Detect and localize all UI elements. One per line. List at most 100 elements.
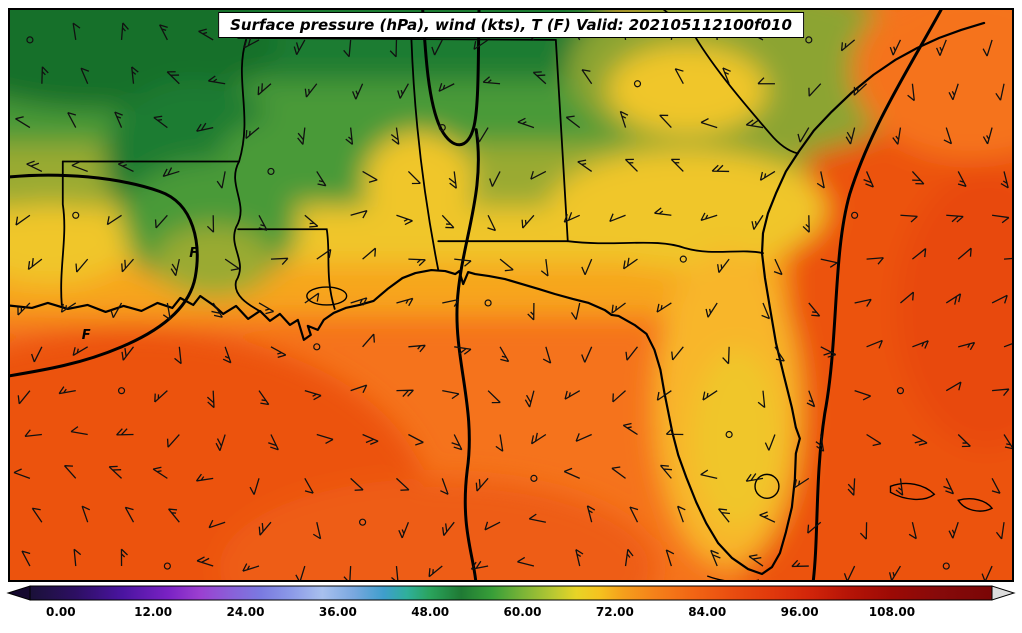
wind-barb <box>751 214 764 230</box>
colorbar-tick-label: 60.00 <box>503 605 542 619</box>
wind-barb <box>249 478 260 495</box>
wind-barb <box>900 291 915 304</box>
wind-barb <box>943 478 955 495</box>
wind-barb <box>946 214 964 223</box>
wind-barb <box>900 214 918 223</box>
wind-barb <box>476 127 489 143</box>
wind-barb <box>110 302 123 319</box>
wind-barb <box>80 67 90 84</box>
wind-barb <box>527 302 535 321</box>
wind-barb <box>108 465 122 479</box>
wind-barb <box>611 302 626 314</box>
wind-barb <box>196 556 214 567</box>
wind-barb <box>487 214 497 232</box>
wind-barb <box>656 390 672 401</box>
station-circle <box>805 36 813 44</box>
wind-barb <box>208 75 226 85</box>
wind-barb <box>268 434 279 451</box>
wind-barb <box>222 346 232 364</box>
wind-barb <box>866 257 884 265</box>
wind-barb <box>700 117 718 129</box>
wind-barb <box>297 127 306 145</box>
wind-barb <box>575 549 584 567</box>
wind-barb <box>892 127 902 145</box>
wind-barb <box>612 390 626 403</box>
wind-barb <box>982 39 993 57</box>
wind-barb <box>216 171 226 189</box>
wind-barb <box>995 83 1005 101</box>
wind-barb <box>982 127 993 145</box>
wind-barb <box>362 333 375 348</box>
station-circle <box>851 211 859 219</box>
geography <box>10 10 994 580</box>
wind-barb <box>362 433 379 445</box>
wind-barb <box>586 505 596 523</box>
colorbar-ticks: 0.00 12.00 24.00 36.00 48.00 60.00 72.00 84.00 9… <box>0 601 1022 621</box>
station-circle <box>26 36 34 44</box>
wind-barb <box>362 170 378 183</box>
wind-barb <box>958 341 976 351</box>
wind-barb <box>847 478 856 496</box>
wind-barb <box>517 117 535 129</box>
colorbar-tick-label: 72.00 <box>595 605 634 619</box>
wind-barb <box>677 505 686 523</box>
wind-barb <box>454 258 472 267</box>
temperature-field <box>10 10 1012 580</box>
wind-barb <box>440 478 449 495</box>
wind-barb <box>863 171 874 188</box>
wind-barb <box>609 213 626 223</box>
wind-barb <box>170 258 180 277</box>
wind-barb <box>773 258 783 276</box>
wind-barb <box>73 548 82 567</box>
wind-barb <box>258 214 268 231</box>
wind-barb <box>116 428 134 436</box>
wind-barb <box>718 508 730 523</box>
wind-barb <box>495 434 504 452</box>
wind-barb <box>352 83 364 100</box>
bahama-bank <box>957 498 994 512</box>
wind-barb <box>114 111 123 128</box>
wind-barb <box>67 112 77 128</box>
wind-barb <box>70 426 88 436</box>
wind-barb <box>1003 257 1012 260</box>
station-circle <box>267 167 275 176</box>
wind-barb <box>390 127 400 145</box>
pressure-contour <box>455 128 480 580</box>
wind-barb <box>195 473 214 482</box>
wind-barb <box>71 161 88 173</box>
wind-barb <box>912 433 928 446</box>
wind-barb <box>117 160 134 173</box>
map-title: Surface pressure (hPa), wind (kts), T (F… <box>218 12 804 38</box>
wind-barb <box>316 433 334 445</box>
wind-barb <box>58 386 76 395</box>
wind-barb <box>957 247 972 260</box>
colorbar-tick-label: 36.00 <box>318 605 357 619</box>
wind-barb <box>17 302 31 316</box>
wind-barb <box>316 248 332 260</box>
wind-barb <box>748 554 764 567</box>
wind-barb <box>807 521 822 534</box>
wind-barb <box>981 565 993 580</box>
wind-barb <box>722 346 730 365</box>
wind-barb <box>120 22 129 40</box>
wind-barb <box>575 433 592 442</box>
wind-barb <box>532 71 547 85</box>
wind-barb <box>888 565 901 580</box>
wind-barb <box>154 390 168 403</box>
wind-barb <box>992 388 1010 397</box>
wind-barb <box>295 565 306 580</box>
wind-barb <box>802 215 810 233</box>
wind-barb <box>242 563 260 572</box>
wind-barb <box>745 473 764 482</box>
wind-barb <box>815 434 825 452</box>
wind-barb <box>1003 434 1012 450</box>
wind-barb <box>293 39 306 56</box>
pressure-contour <box>421 10 481 147</box>
wind-barb <box>524 390 535 408</box>
wind-barb <box>407 170 421 185</box>
station-circle <box>438 124 446 132</box>
wind-barb <box>517 556 535 567</box>
wind-barb <box>774 346 785 362</box>
wind-barb <box>154 214 168 229</box>
wind-barb <box>63 465 77 479</box>
